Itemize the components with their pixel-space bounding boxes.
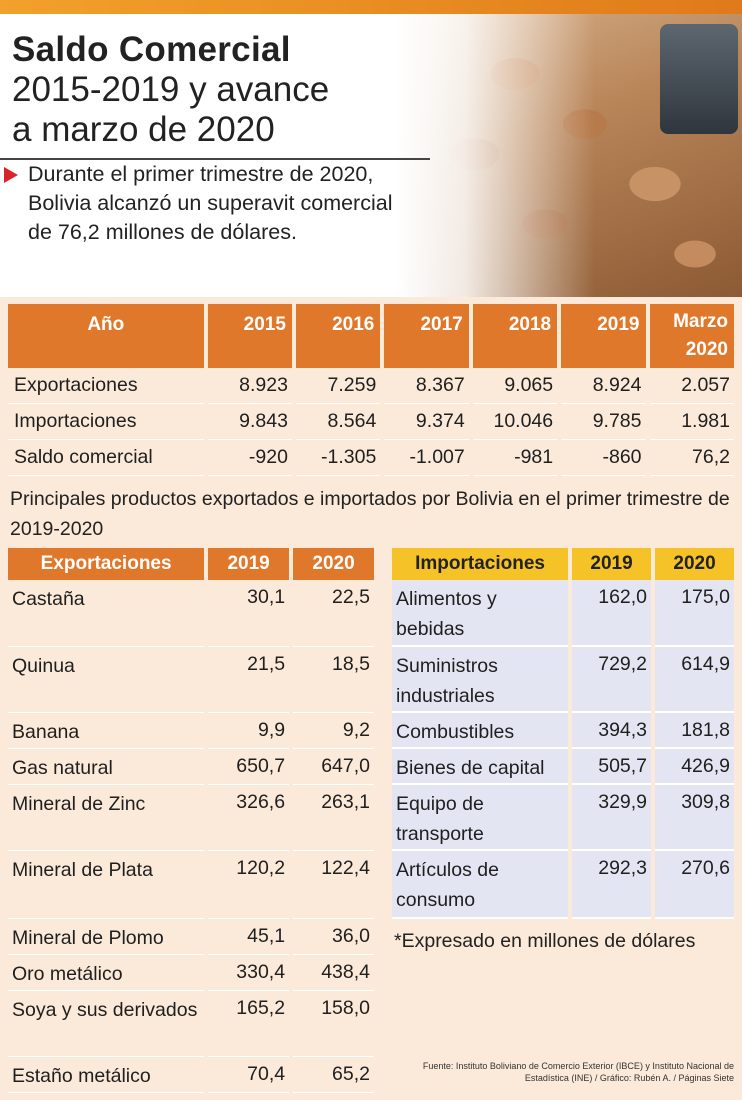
header-2015: 2015 (207, 304, 292, 368)
table-row: Combustibles 394,3 181,8 (392, 713, 734, 749)
header-2020: 2020 (293, 548, 374, 580)
table-row: Soya y sus derivados 165,2 158,0 (8, 991, 374, 1057)
table-row: Saldo comercial -920 -1.305 -1.007 -981 … (8, 440, 734, 476)
units-note: *Expresado en millones de dólares (394, 930, 696, 952)
header-importaciones: Importaciones (392, 548, 569, 580)
machine-photo-detail (660, 24, 738, 134)
table-row: Mineral de Plata 120,2 122,4 (8, 851, 374, 919)
table-header-row: Año 2015 2016 2017 2018 2019 Marzo 2020 (8, 304, 734, 368)
table-row: Bienes de capital 505,7 426,9 (392, 749, 734, 785)
table-row: Importaciones 9.843 8.564 9.374 10.046 9… (8, 404, 734, 440)
source-credit: Fuente: Instituto Boliviano de Comercio … (422, 1061, 734, 1083)
lead-paragraph: Durante el primer trimestre de 2020, Bol… (28, 162, 393, 244)
table-header-row: Exportaciones 2019 2020 (8, 548, 374, 580)
exports-table: Exportaciones 2019 2020 Castaña 30,1 22,… (4, 548, 378, 1093)
table-row: Artículos de consumo 292,3 270,6 (392, 851, 734, 919)
table-row: Oro metálico 330,4 438,4 (8, 955, 374, 991)
table-row: Alimentos y bebidas 162,0 175,0 (392, 580, 734, 647)
header-2019: 2019 (572, 548, 652, 580)
header-2019: 2019 (208, 548, 290, 580)
table-row: Exportaciones 8.923 7.259 8.367 9.065 8.… (8, 368, 734, 404)
table-row: Mineral de Plomo 45,1 36,0 (8, 919, 374, 955)
products-subtitle: Principales productos exportados e impor… (10, 488, 730, 540)
title-divider (0, 158, 430, 160)
table-row: Quinua 21,5 18,5 (8, 647, 374, 713)
header-2019: 2019 (561, 304, 646, 368)
bullet-arrow-icon (4, 167, 18, 183)
table-header-row: Importaciones 2019 2020 (392, 548, 734, 580)
header-year: Año (8, 304, 204, 368)
header-2017: 2017 (384, 304, 469, 368)
page-title: Saldo Comercial 2015-2019 y avance a mar… (12, 30, 330, 149)
header-exportaciones: Exportaciones (8, 548, 205, 580)
header-marzo-2020: Marzo 2020 (649, 304, 734, 368)
header-2018: 2018 (472, 304, 558, 368)
imports-table: Importaciones 2019 2020 Alimentos y bebi… (388, 548, 738, 919)
trade-balance-table: Año 2015 2016 2017 2018 2019 Marzo 2020 … (4, 304, 738, 476)
table-row: Equipo de transporte 329,9 309,8 (392, 785, 734, 851)
table-row: Banana 9,9 9,2 (8, 713, 374, 749)
table-row: Castaña 30,1 22,5 (8, 580, 374, 647)
top-accent-bar (0, 0, 742, 14)
header: Saldo Comercial 2015-2019 y avance a mar… (0, 14, 742, 297)
header-2016: 2016 (295, 304, 381, 368)
table-row: Suministros industriales 729,2 614,9 (392, 647, 734, 713)
table-row: Gas natural 650,7 647,0 (8, 749, 374, 785)
table-row: Mineral de Zinc 326,6 263,1 (8, 785, 374, 851)
header-2020: 2020 (655, 548, 734, 580)
table-row: Estaño metálico 70,4 65,2 (8, 1057, 374, 1093)
